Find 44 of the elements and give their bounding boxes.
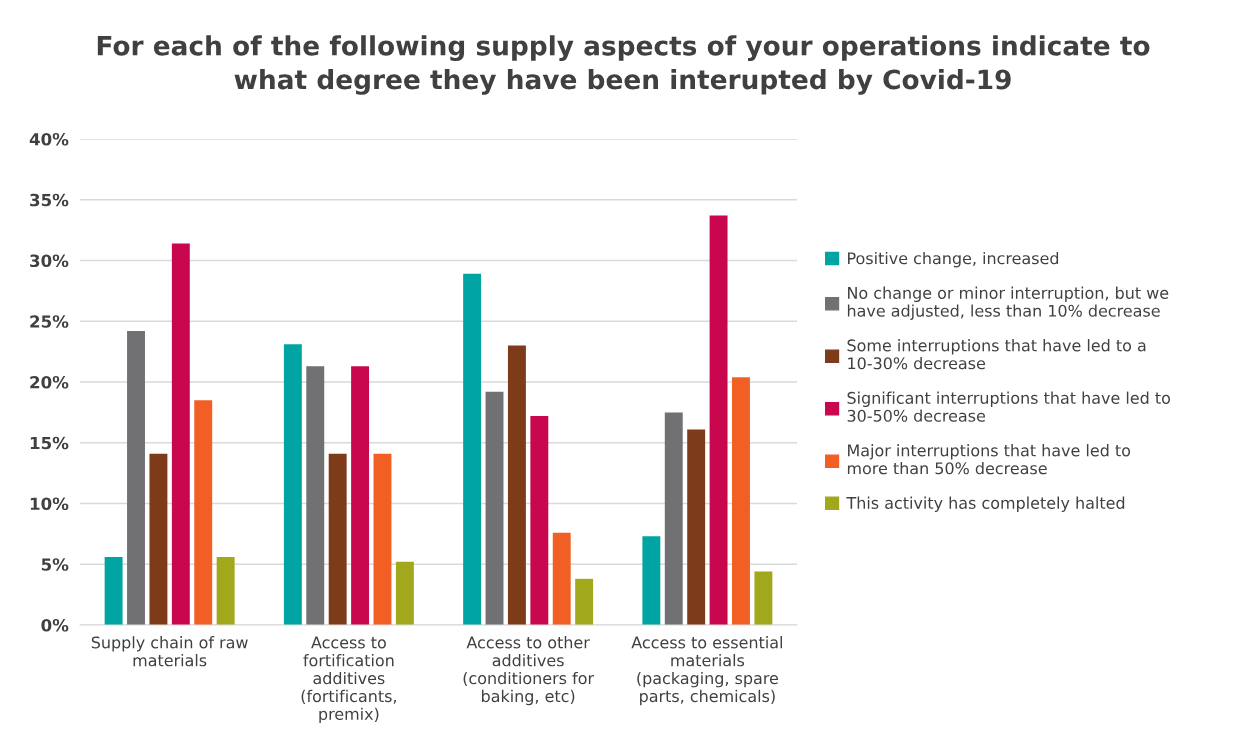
- bar: [732, 377, 750, 625]
- legend-label: Significant interruptions that have led to 30-50% decrease: [847, 391, 1171, 422]
- legend-label: Positive change, increased: [848, 251, 1059, 268]
- bar: [149, 453, 168, 625]
- bar: [127, 330, 145, 625]
- bar: [530, 416, 549, 625]
- bar: [194, 400, 213, 625]
- bar: [552, 532, 571, 625]
- legend-label: This activity has completely halted: [846, 496, 1125, 513]
- bar: [171, 243, 190, 625]
- legend-label: Major interruptions that have led to more than 50% decrease: [847, 444, 1131, 475]
- legend-label: Some interruptions that have led to a 10-30% decrease: [847, 339, 1146, 370]
- y-tick-label: 35%: [30, 193, 69, 207]
- y-tick-label: 25%: [30, 315, 69, 328]
- y-tick-label: 15%: [30, 436, 69, 450]
- bar: [507, 345, 526, 625]
- bar: [754, 571, 773, 625]
- bar: [328, 453, 347, 625]
- bar: [351, 366, 370, 625]
- bar: [709, 215, 728, 625]
- y-tick-label: 10%: [30, 497, 69, 511]
- bar: [373, 453, 392, 625]
- x-tick-label: Supply chain of raw materials: [91, 636, 248, 667]
- y-tick-label: 20%: [30, 375, 69, 389]
- y-tick-label: 0%: [41, 618, 69, 632]
- bar: [485, 391, 504, 625]
- bar: [687, 429, 706, 625]
- bar: [664, 412, 683, 625]
- x-tick-label: Access to fortification additives (fortificants, premix): [301, 636, 396, 724]
- bar: [216, 556, 235, 625]
- bar: [104, 556, 123, 625]
- y-tick-label: 5%: [41, 558, 69, 571]
- legend-label: No change or minor interruption, but we have adjusted, less than 10% decrease: [847, 286, 1169, 320]
- chart-title: For each of the following supply aspects of your operations indicate to what degree they have been interupted by Covid-19: [97, 35, 1150, 95]
- bar: [283, 344, 302, 625]
- bar: [395, 561, 414, 625]
- x-tick-label: Access to other additives (conditioners for baking, etc): [463, 636, 595, 706]
- bar: [463, 273, 482, 625]
- y-tick-label: 30%: [30, 254, 69, 268]
- bar: [575, 578, 594, 625]
- y-tick-label: 40%: [29, 132, 69, 146]
- bar: [642, 536, 661, 625]
- x-tick-label: Access to essential materials (packaging, spare parts, chemicals): [631, 636, 782, 706]
- bar: [306, 366, 325, 625]
